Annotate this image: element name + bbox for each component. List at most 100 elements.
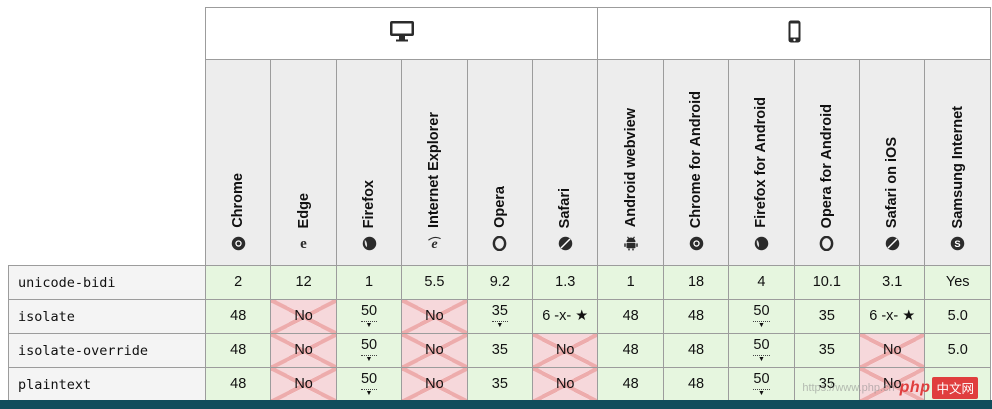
support-value: No [425,341,444,358]
support-cell[interactable]: 50 ▼ [728,367,795,402]
support-cell[interactable]: 50 ▼ [728,333,795,368]
note-expand-icon: ▼ [757,321,765,329]
support-cell: No [532,367,599,402]
support-value: 50 [360,303,378,322]
support-cell: 48 [662,299,730,334]
browser-header-content: Chrome for Android [664,60,728,258]
note-expand-icon: ▼ [365,321,373,329]
support-cell: No [859,367,926,402]
support-cell: 35 [793,333,861,368]
support-cell: No [401,367,468,402]
support-cell-content: No [402,341,466,359]
support-cell: 1 [597,265,664,300]
bottom-bar [0,400,992,409]
support-cell-content: 48 [598,376,662,393]
support-value: 9.2 [489,273,510,290]
support-value: 50 [753,371,770,390]
support-value: 1.3 [555,273,576,290]
support-value: No [294,307,313,324]
support-cell[interactable]: 50 ▼ [728,299,795,334]
browser-name: Samsung Internet [949,105,966,228]
support-cell-content: 12 [271,274,335,291]
support-cell-content: 50 ▼ [337,371,401,397]
support-cell-content: 50 ▼ [729,371,793,397]
support-value: 5.0 [947,307,968,324]
support-value: 35 [818,307,835,324]
firefox-icon [754,236,769,251]
support-cell-content: No [402,308,466,325]
support-value: 35 [491,303,508,322]
support-cell[interactable]: 50 ▼ [335,333,403,368]
support-cell: 18 [662,265,730,300]
support-value: 48 [230,341,247,358]
browser-name: Edge [295,192,312,228]
browser-header-content: Internet Explorer e [402,60,466,258]
samsung-icon: S [950,236,965,251]
support-cell: 48 [662,333,730,368]
browser-header-safari: Safari [532,59,599,266]
support-value: No [294,375,313,392]
support-value: No [555,341,575,358]
browser-header-chrome: Chrome [204,59,272,266]
support-cell-content: No [533,341,597,359]
compat-table-body: unicode-bidi 2 12 1 5.5 9.2 1.3 1 18 4 10.1 3.1 Yes i… [8,265,991,402]
support-cell-content: 50 ▼ [729,337,793,363]
browser-header-android-webview: Android webview [597,59,664,266]
support-value: No [294,341,313,358]
support-value: 50 [753,337,770,356]
support-cell-content: 35 ▼ [468,303,532,329]
support-cell: 10.1 [793,265,861,300]
support-cell[interactable]: 50 ▼ [335,367,403,402]
support-value: 18 [687,273,705,290]
support-cell: 5.0 [924,299,991,334]
firefox-icon [362,236,377,251]
chrome-icon [231,236,246,251]
support-value: No [425,375,444,392]
support-cell-content: 35 [468,342,532,359]
safari-icon [885,236,900,251]
support-cell-content: 48 [598,342,662,359]
support-value: 48 [230,375,247,392]
support-cell: 48 [662,367,730,402]
support-cell: 35 [793,367,861,402]
feature-label: isolate [8,299,206,334]
compat-row-unicode-bidi: unicode-bidi 2 12 1 5.5 9.2 1.3 1 18 4 10.1 3.1 Yes [8,265,991,300]
watermark-logo-text: php [899,379,931,396]
support-cell: 35 [466,333,534,368]
support-cell: 5.5 [401,265,468,300]
support-cell: 48 [597,299,664,334]
support-cell-content: 10.1 [795,274,859,291]
browser-header-chrome-for-android: Chrome for Android [662,59,730,266]
support-cell: 2 [204,265,272,300]
support-value: Yes [945,273,970,290]
browser-header-opera-for-android: Opera for Android [793,59,861,266]
watermark-logo-badge: 中文网 [932,377,978,399]
support-cell-content: 5.0 [925,307,990,325]
note-expand-icon: ▼ [365,389,373,397]
support-value: 4 [757,273,766,290]
support-cell-content: No [271,375,335,393]
android-icon [623,235,639,251]
support-value: 2 [234,273,243,290]
note-expand-icon: ▼ [757,389,765,397]
support-cell-content: 35 [468,376,532,393]
support-cell-content: 48 [206,375,270,393]
support-cell-content: Yes [925,273,990,291]
support-value: 50 [360,337,378,356]
svg-text:e: e [431,236,437,251]
support-cell-content: 50 ▼ [337,303,401,329]
browser-header-internet-explorer: Internet Explorer e [401,59,468,266]
browser-name: Opera [491,186,508,228]
support-cell: No [401,333,468,368]
support-cell-content: 35 [795,342,859,359]
browser-header-safari-on-ios: Safari on iOS [859,59,926,266]
support-cell[interactable]: 50 ▼ [335,299,403,334]
browser-header-content: Edge e [271,60,335,258]
support-cell: 4 [728,265,795,300]
support-cell[interactable]: 35 ▼ [466,299,534,334]
browser-header-content: Chrome [206,60,270,258]
compat-row-isolate: isolate 48 No 50 ▼ No 35 ▼ 6 -x- ★ 48 48 50 ▼ 35 6 -x-… [8,299,991,334]
support-cell: Yes [924,265,991,300]
support-value: 50 [360,371,378,390]
browser-header-samsung-internet: Samsung Internet S [924,59,991,266]
